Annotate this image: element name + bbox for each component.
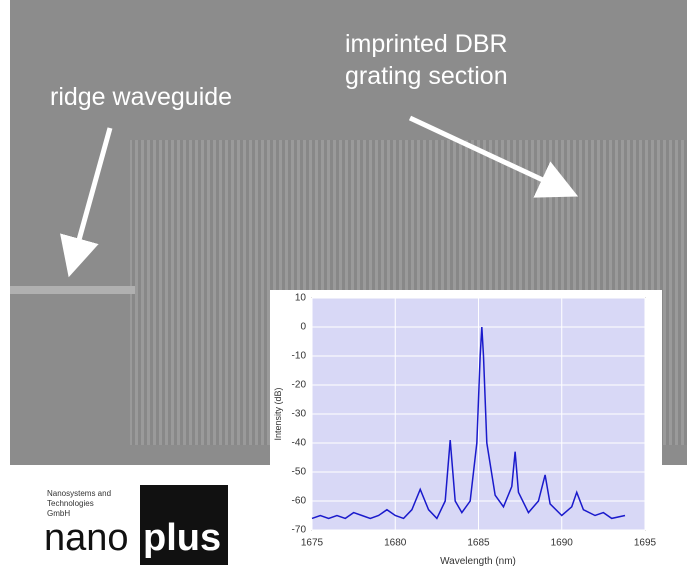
logo-text: Nanosystems and — [47, 489, 111, 498]
annotation: imprinted DBR — [345, 30, 508, 58]
y-tick-label: -10 — [292, 351, 307, 362]
y-tick-label: -20 — [292, 380, 307, 391]
waveguide — [10, 286, 135, 294]
x-tick-label: 1690 — [551, 538, 574, 549]
logo-box — [140, 485, 228, 565]
data-line — [311, 326, 626, 520]
y-tick-label: 0 — [300, 322, 306, 333]
logo-text: Technologies — [47, 499, 94, 508]
arrow — [60, 127, 113, 278]
x-axis-label: Wavelength (nm) — [440, 556, 516, 567]
annotation: grating section — [345, 62, 508, 90]
y-tick-label: -30 — [292, 409, 307, 420]
x-tick-label: 1680 — [384, 538, 407, 549]
logo-brand: plus — [143, 517, 221, 559]
annotation: ridge waveguide — [50, 83, 232, 111]
chart: -70 -60 -50 -40 -30 -20 -10 0 10 1675 1680 1685 1690… — [292, 293, 657, 549]
y-tick-label: -60 — [292, 496, 307, 507]
y-tick-label: -50 — [292, 467, 307, 478]
logo-brand: nano — [44, 517, 129, 559]
x-tick-label: 1675 — [301, 538, 324, 549]
y-tick-label: -70 — [292, 525, 307, 536]
y-tick-label: -40 — [292, 438, 307, 449]
x-tick-label: 1685 — [467, 538, 490, 549]
x-tick-label: 1695 — [634, 538, 657, 549]
logo-text: GmbH — [47, 509, 70, 518]
y-axis-label: Intensity (dB) — [273, 387, 283, 440]
arrow — [408, 115, 579, 198]
y-tick-label: 10 — [295, 293, 307, 304]
